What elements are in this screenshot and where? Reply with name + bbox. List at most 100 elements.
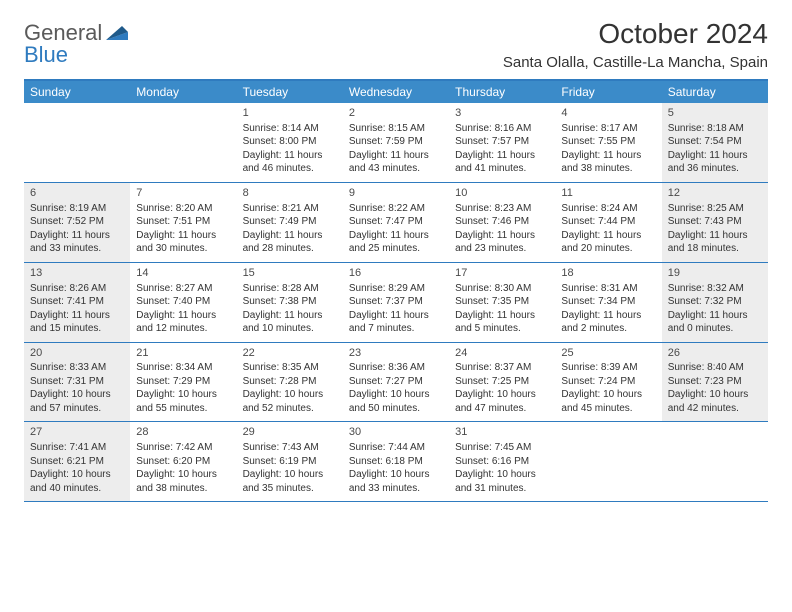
day-sunset: Sunset: 7:24 PM (561, 375, 655, 389)
day-sunset: Sunset: 7:32 PM (668, 295, 762, 309)
day-daylight: Daylight: 11 hours and 10 minutes. (243, 309, 337, 336)
day-sunrise: Sunrise: 7:45 AM (455, 441, 549, 455)
day-number: 12 (668, 186, 762, 201)
day-sunset: Sunset: 7:43 PM (668, 215, 762, 229)
day-sunrise: Sunrise: 8:15 AM (349, 122, 443, 136)
day-sunset: Sunset: 6:21 PM (30, 455, 124, 469)
day-cell: 9Sunrise: 8:22 AMSunset: 7:47 PMDaylight… (343, 183, 449, 262)
day-daylight: Daylight: 11 hours and 30 minutes. (136, 229, 230, 256)
week-row: 13Sunrise: 8:26 AMSunset: 7:41 PMDayligh… (24, 263, 768, 343)
day-sunrise: Sunrise: 8:37 AM (455, 361, 549, 375)
day-daylight: Daylight: 11 hours and 38 minutes. (561, 149, 655, 176)
day-sunrise: Sunrise: 8:28 AM (243, 282, 337, 296)
day-number: 10 (455, 186, 549, 201)
day-sunrise: Sunrise: 8:30 AM (455, 282, 549, 296)
day-number: 2 (349, 106, 443, 121)
day-cell: 6Sunrise: 8:19 AMSunset: 7:52 PMDaylight… (24, 183, 130, 262)
day-cell: 4Sunrise: 8:17 AMSunset: 7:55 PMDaylight… (555, 103, 661, 182)
day-daylight: Daylight: 11 hours and 23 minutes. (455, 229, 549, 256)
day-cell-blank (555, 422, 661, 501)
day-sunrise: Sunrise: 8:19 AM (30, 202, 124, 216)
week-row: 6Sunrise: 8:19 AMSunset: 7:52 PMDaylight… (24, 183, 768, 263)
day-sunrise: Sunrise: 8:40 AM (668, 361, 762, 375)
day-sunset: Sunset: 6:16 PM (455, 455, 549, 469)
day-number: 9 (349, 186, 443, 201)
day-sunset: Sunset: 7:57 PM (455, 135, 549, 149)
day-number: 11 (561, 186, 655, 201)
day-number: 21 (136, 346, 230, 361)
day-number: 3 (455, 106, 549, 121)
day-number: 18 (561, 266, 655, 281)
day-cell: 16Sunrise: 8:29 AMSunset: 7:37 PMDayligh… (343, 263, 449, 342)
day-sunset: Sunset: 7:40 PM (136, 295, 230, 309)
day-daylight: Daylight: 10 hours and 42 minutes. (668, 388, 762, 415)
day-sunset: Sunset: 7:41 PM (30, 295, 124, 309)
weekday-label: Wednesday (343, 81, 449, 103)
weekday-label: Monday (130, 81, 236, 103)
day-sunrise: Sunrise: 8:17 AM (561, 122, 655, 136)
day-cell: 21Sunrise: 8:34 AMSunset: 7:29 PMDayligh… (130, 343, 236, 422)
day-daylight: Daylight: 11 hours and 18 minutes. (668, 229, 762, 256)
day-daylight: Daylight: 11 hours and 2 minutes. (561, 309, 655, 336)
day-daylight: Daylight: 10 hours and 47 minutes. (455, 388, 549, 415)
day-sunrise: Sunrise: 7:41 AM (30, 441, 124, 455)
day-number: 28 (136, 425, 230, 440)
day-sunrise: Sunrise: 8:22 AM (349, 202, 443, 216)
week-row: 20Sunrise: 8:33 AMSunset: 7:31 PMDayligh… (24, 343, 768, 423)
day-daylight: Daylight: 11 hours and 5 minutes. (455, 309, 549, 336)
day-daylight: Daylight: 11 hours and 25 minutes. (349, 229, 443, 256)
day-daylight: Daylight: 11 hours and 41 minutes. (455, 149, 549, 176)
day-sunrise: Sunrise: 8:20 AM (136, 202, 230, 216)
day-sunset: Sunset: 7:55 PM (561, 135, 655, 149)
day-sunset: Sunset: 7:44 PM (561, 215, 655, 229)
day-sunrise: Sunrise: 7:42 AM (136, 441, 230, 455)
day-cell-blank (662, 422, 768, 501)
day-number: 5 (668, 106, 762, 121)
day-daylight: Daylight: 10 hours and 45 minutes. (561, 388, 655, 415)
day-sunrise: Sunrise: 8:36 AM (349, 361, 443, 375)
day-sunset: Sunset: 6:18 PM (349, 455, 443, 469)
day-sunset: Sunset: 7:29 PM (136, 375, 230, 389)
day-sunset: Sunset: 7:28 PM (243, 375, 337, 389)
day-sunset: Sunset: 7:59 PM (349, 135, 443, 149)
day-daylight: Daylight: 11 hours and 36 minutes. (668, 149, 762, 176)
day-sunrise: Sunrise: 8:24 AM (561, 202, 655, 216)
day-number: 13 (30, 266, 124, 281)
header: GeneralBlue October 2024 Santa Olalla, C… (24, 18, 768, 71)
day-sunset: Sunset: 7:37 PM (349, 295, 443, 309)
day-cell: 10Sunrise: 8:23 AMSunset: 7:46 PMDayligh… (449, 183, 555, 262)
day-cell: 1Sunrise: 8:14 AMSunset: 8:00 PMDaylight… (237, 103, 343, 182)
day-cell: 19Sunrise: 8:32 AMSunset: 7:32 PMDayligh… (662, 263, 768, 342)
day-number: 30 (349, 425, 443, 440)
day-daylight: Daylight: 11 hours and 43 minutes. (349, 149, 443, 176)
day-daylight: Daylight: 11 hours and 33 minutes. (30, 229, 124, 256)
day-daylight: Daylight: 10 hours and 55 minutes. (136, 388, 230, 415)
logo-text-general: General (24, 22, 102, 44)
day-daylight: Daylight: 10 hours and 35 minutes. (243, 468, 337, 495)
day-cell: 18Sunrise: 8:31 AMSunset: 7:34 PMDayligh… (555, 263, 661, 342)
day-sunset: Sunset: 7:34 PM (561, 295, 655, 309)
day-sunset: Sunset: 7:46 PM (455, 215, 549, 229)
day-number: 8 (243, 186, 337, 201)
day-sunset: Sunset: 7:38 PM (243, 295, 337, 309)
day-daylight: Daylight: 10 hours and 40 minutes. (30, 468, 124, 495)
day-daylight: Daylight: 11 hours and 12 minutes. (136, 309, 230, 336)
day-sunrise: Sunrise: 8:27 AM (136, 282, 230, 296)
day-cell: 13Sunrise: 8:26 AMSunset: 7:41 PMDayligh… (24, 263, 130, 342)
day-cell: 31Sunrise: 7:45 AMSunset: 6:16 PMDayligh… (449, 422, 555, 501)
day-sunset: Sunset: 7:51 PM (136, 215, 230, 229)
day-cell: 5Sunrise: 8:18 AMSunset: 7:54 PMDaylight… (662, 103, 768, 182)
day-sunrise: Sunrise: 8:25 AM (668, 202, 762, 216)
day-cell-blank (24, 103, 130, 182)
logo-text-blue: Blue (24, 44, 128, 66)
day-cell: 3Sunrise: 8:16 AMSunset: 7:57 PMDaylight… (449, 103, 555, 182)
day-number: 4 (561, 106, 655, 121)
day-number: 15 (243, 266, 337, 281)
logo-mark-icon (106, 26, 128, 44)
day-cell: 27Sunrise: 7:41 AMSunset: 6:21 PMDayligh… (24, 422, 130, 501)
day-daylight: Daylight: 11 hours and 20 minutes. (561, 229, 655, 256)
day-sunset: Sunset: 7:25 PM (455, 375, 549, 389)
day-daylight: Daylight: 10 hours and 52 minutes. (243, 388, 337, 415)
weekday-label: Saturday (662, 81, 768, 103)
weekday-label: Tuesday (237, 81, 343, 103)
